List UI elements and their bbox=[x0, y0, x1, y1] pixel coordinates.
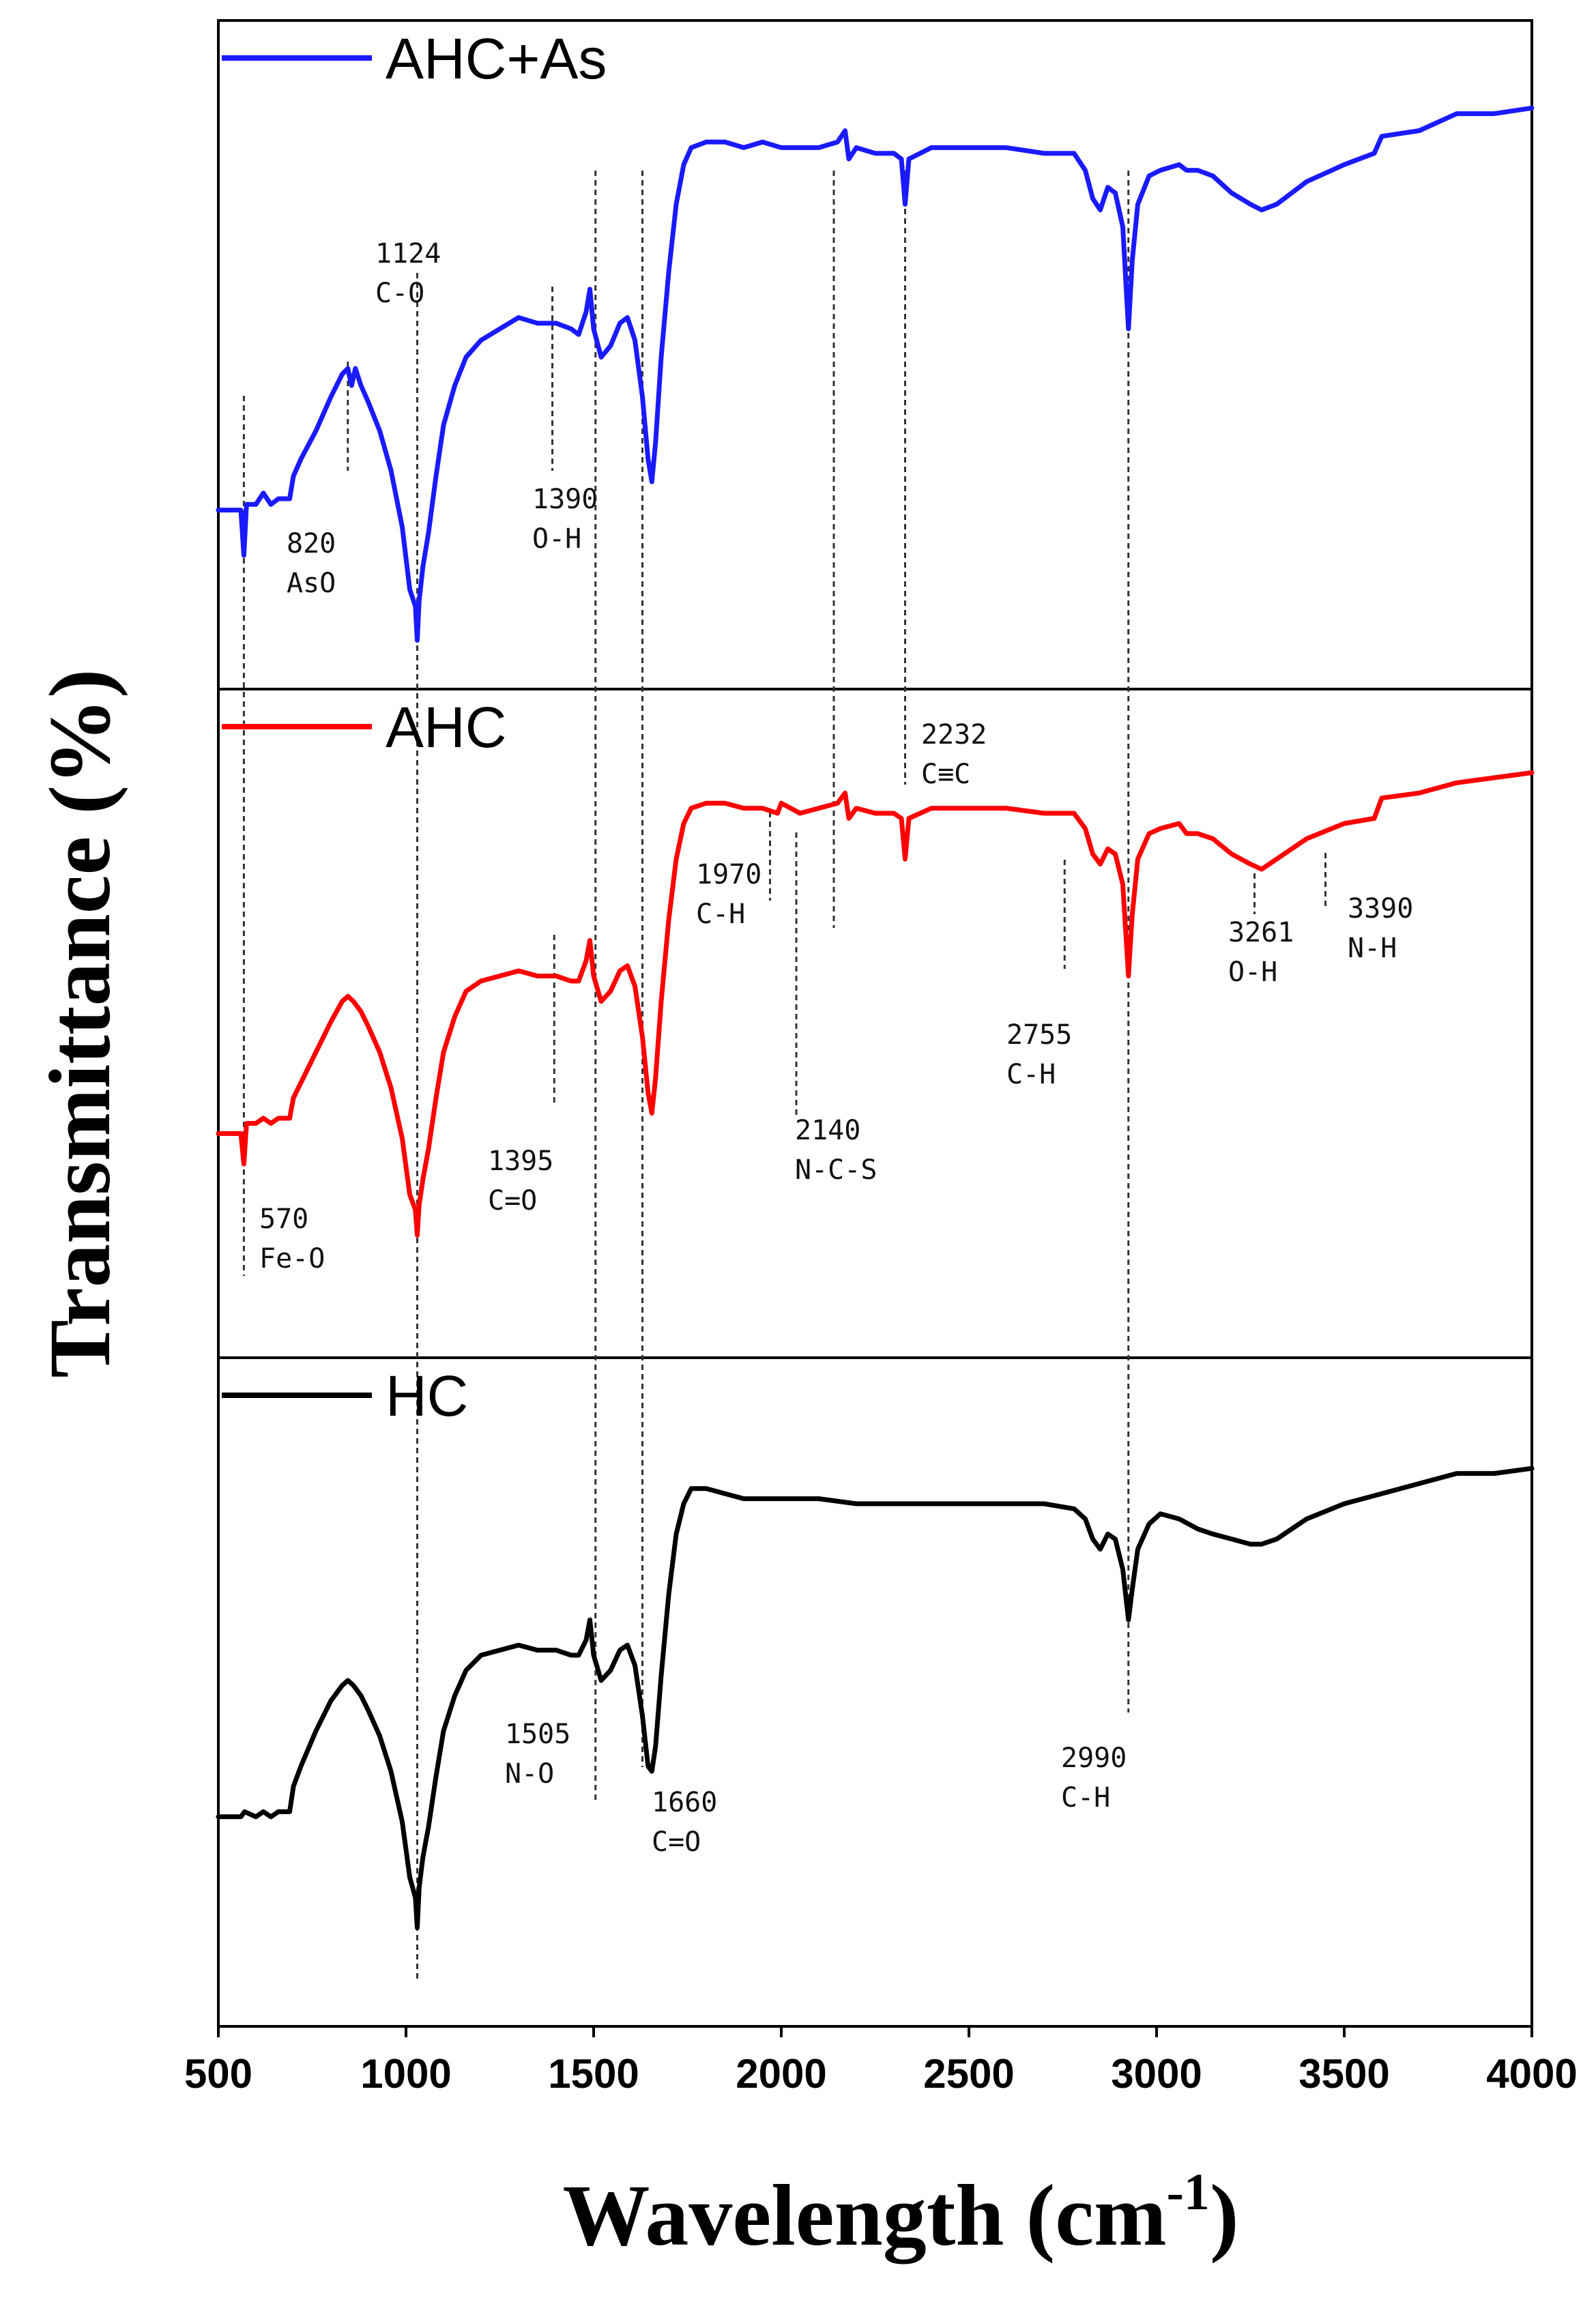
x-tick-label: 2500 bbox=[923, 2051, 1014, 2097]
peak-assignment-label: N-H bbox=[1348, 933, 1397, 964]
spectrum-line-ahc bbox=[216, 770, 1535, 1238]
peak-wavenumber-label: 2755 bbox=[1006, 1019, 1072, 1051]
peak-assignment-label: C=O bbox=[488, 1185, 537, 1216]
peak-assignment-label: C=O bbox=[652, 1826, 701, 1858]
x-axis-title-close: ) bbox=[1210, 2167, 1239, 2264]
legend-label: AHC+As bbox=[386, 27, 607, 91]
peak-assignment-label: AsO bbox=[287, 568, 336, 599]
peak-wavenumber-label: 1124 bbox=[375, 238, 441, 269]
peak-wavenumber-label: 2140 bbox=[795, 1115, 860, 1146]
peak-wavenumber-label: 3261 bbox=[1228, 917, 1294, 948]
peak-wavenumber-label: 3390 bbox=[1348, 893, 1413, 924]
x-axis-ticks: 500 1000 1500 2000 2500 3000 3500 4000 bbox=[184, 2026, 1578, 2097]
spectrum-line-hc bbox=[216, 1466, 1535, 1931]
peak-wavenumber-label: 1970 bbox=[696, 859, 761, 890]
peak-assignment-label: C-H bbox=[696, 899, 745, 930]
peak-wavenumber-label: 2990 bbox=[1061, 1743, 1127, 1774]
peak-assignment-label: O-H bbox=[532, 523, 581, 555]
x-axis-title-main: Wavelength (cm bbox=[562, 2167, 1166, 2264]
spectrum-line-ahc-as bbox=[216, 105, 1535, 643]
peak-wavenumber-label: 1390 bbox=[532, 484, 598, 515]
peak-wavenumber-label: 2232 bbox=[921, 719, 987, 751]
x-tick-label: 3500 bbox=[1298, 2051, 1389, 2097]
peak-assignment-label: N-O bbox=[505, 1758, 554, 1790]
x-axis-title: Wavelength (cm-1) bbox=[562, 2163, 1238, 2264]
panel-frame-hc bbox=[217, 1356, 1533, 2028]
peak-assignment-label: O-H bbox=[1228, 957, 1277, 988]
x-tick-label: 2000 bbox=[736, 2051, 826, 2097]
legend-label: HC bbox=[386, 1364, 468, 1428]
y-axis-title: Transmittance (%) bbox=[31, 669, 128, 1378]
x-tick-label: 1000 bbox=[360, 2051, 451, 2097]
x-tick-label: 3000 bbox=[1111, 2051, 1202, 2097]
peak-assignment-label: Fe-O bbox=[259, 1243, 325, 1274]
peak-assignment-label: C-H bbox=[1006, 1059, 1056, 1090]
peak-wavenumber-label: 570 bbox=[259, 1204, 308, 1235]
peak-assignment-label: C-O bbox=[375, 278, 424, 309]
x-axis-title-superscript: -1 bbox=[1167, 2163, 1210, 2221]
peak-wavenumber-label: 1505 bbox=[505, 1719, 570, 1750]
peak-assignment-label: N-C-S bbox=[795, 1154, 877, 1186]
legend-layer: AHC+As AHC HC bbox=[222, 27, 607, 1428]
x-tick-label: 500 bbox=[184, 2051, 252, 2097]
spectra-layer bbox=[216, 105, 1535, 1931]
peak-wavenumber-label: 820 bbox=[287, 528, 336, 559]
peak-annotations: 820 AsO 1124 C-O 1390 O-H 570 Fe-O 1395 C=O 1970 C-… bbox=[259, 238, 1413, 1858]
peak-wavenumber-label: 1395 bbox=[488, 1146, 553, 1177]
legend-label: AHC bbox=[386, 695, 506, 759]
peak-wavenumber-label: 1660 bbox=[652, 1787, 717, 1818]
x-tick-label: 4000 bbox=[1486, 2051, 1577, 2097]
peak-assignment-label: C-H bbox=[1061, 1782, 1110, 1813]
x-tick-label: 1500 bbox=[548, 2051, 639, 2097]
peak-assignment-label: C≡C bbox=[921, 759, 970, 790]
